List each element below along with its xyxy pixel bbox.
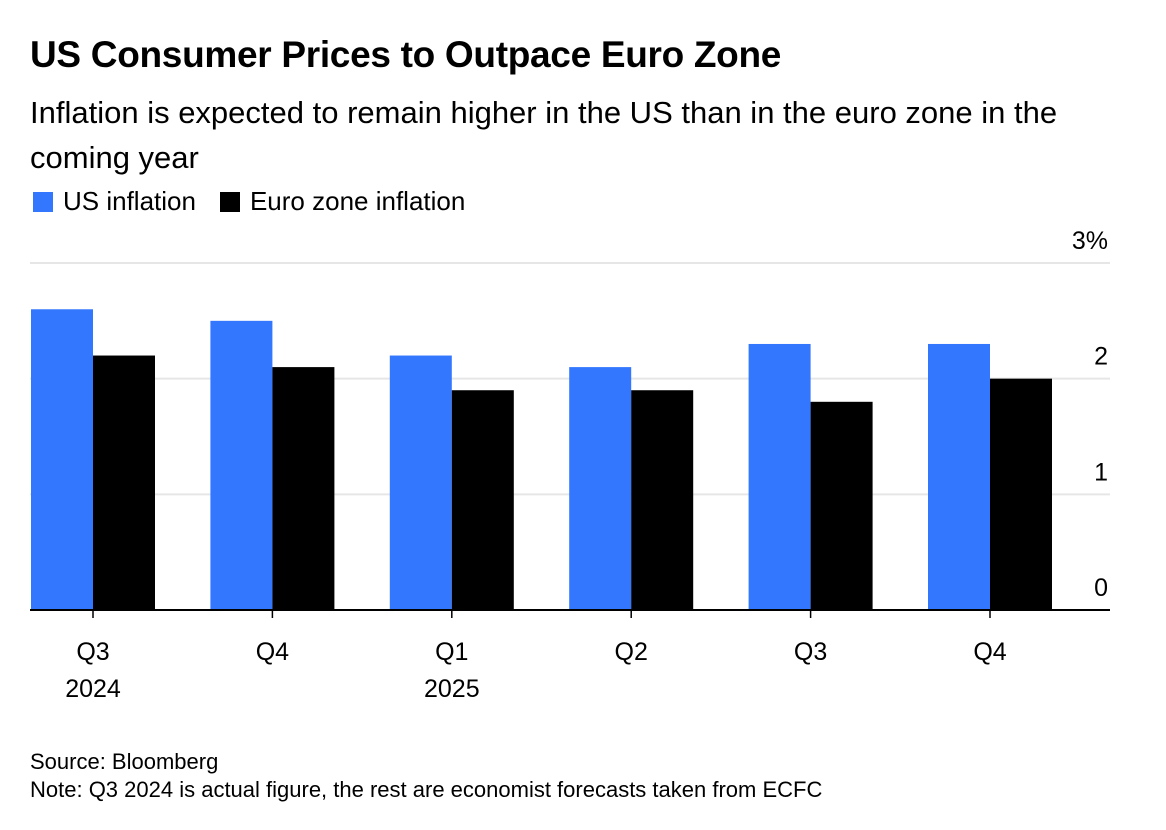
bar-us (748, 343, 811, 610)
legend-swatch-euro (219, 191, 240, 212)
bar-us (928, 343, 990, 610)
source-note: Source: Bloomberg (30, 749, 219, 774)
x-tick-label-year: 2024 (65, 675, 121, 703)
legend-item-euro: Euro zone inflation (219, 186, 466, 217)
chart-subtitle: Inflation is expected to remain higher i… (30, 95, 1058, 175)
y-tick-label: 0 (1094, 574, 1108, 602)
bar-us (569, 367, 632, 610)
bar-euro (451, 390, 514, 610)
bar-us (389, 355, 452, 610)
y-tick-label: 1 (1094, 458, 1108, 486)
bar-euro (990, 378, 1052, 610)
bar-euro (272, 367, 335, 610)
bar-euro (810, 401, 873, 610)
legend-item-us: US inflation (33, 186, 196, 217)
x-tick-label: Q4 (256, 638, 289, 666)
bar-euro (631, 390, 694, 610)
legend-label-us: US inflation (63, 186, 196, 216)
x-tick-label: Q1 (435, 638, 468, 666)
x-tick-label: Q4 (973, 638, 1006, 666)
x-tick-label: Q2 (615, 638, 648, 666)
legend-label-euro: Euro zone inflation (249, 186, 466, 216)
bar-us (31, 309, 93, 610)
footer: Source: Bloomberg Note: Q3 2024 is actua… (30, 748, 822, 804)
legend-swatch-us (33, 191, 53, 212)
y-tick-label: 3% (1072, 227, 1108, 255)
bar-euro (93, 355, 155, 610)
chart-title: US Consumer Prices to Outpace Euro Zone (30, 34, 782, 75)
bar-us (210, 320, 273, 610)
footnote: Note: Q3 2024 is actual figure, the rest… (30, 777, 823, 802)
x-tick-label-year: 2025 (424, 675, 480, 703)
legend: US inflation Euro zone inflation (33, 186, 489, 217)
x-tick-label: Q3 (76, 638, 109, 666)
bar-chart: 0 1 2 3% Q3 2024 Q4 Q1 2025 Q2 Q3 Q4 (30, 227, 1110, 703)
x-tick-label: Q3 (794, 638, 827, 666)
y-tick-label: 2 (1094, 343, 1108, 371)
